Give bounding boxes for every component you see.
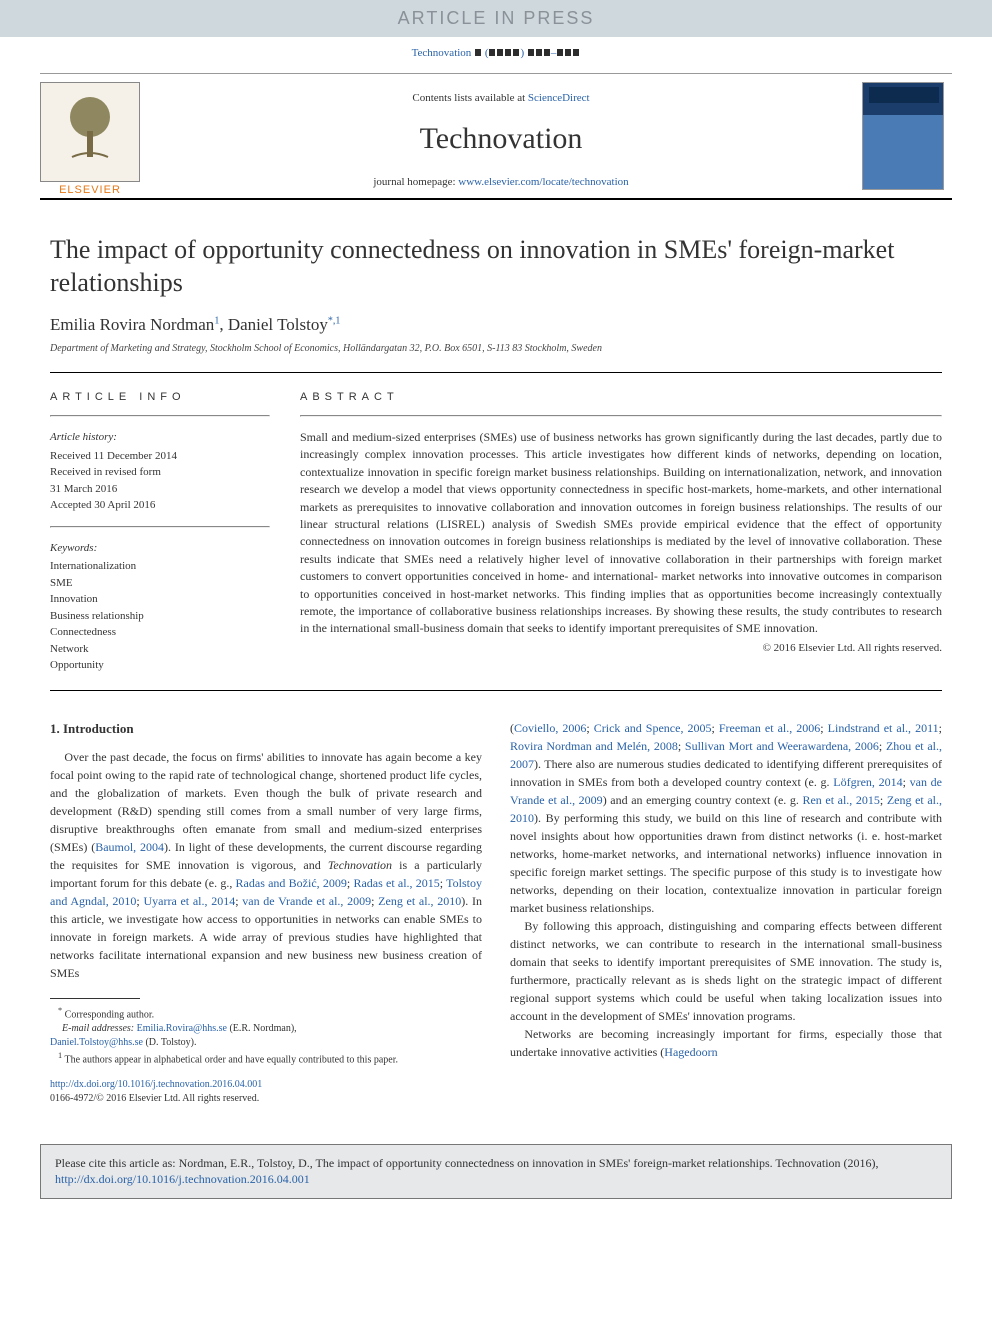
ref-link[interactable]: Sullivan Mort and Weerawardena, 2006 <box>685 739 879 753</box>
abstract-header: ABSTRACT <box>300 391 942 403</box>
section-heading: 1. Introduction <box>50 719 482 739</box>
article-history-label: Article history: <box>50 429 270 446</box>
email-link[interactable]: Daniel.Tolstoy@hhs.se <box>50 1037 143 1048</box>
running-head-citation: Technovation () – <box>0 37 992 73</box>
author-name: Emilia Rovira Nordman <box>50 315 214 334</box>
divider <box>50 372 942 373</box>
masthead: ELSEVIER Contents lists available at Sci… <box>40 73 952 200</box>
keyword: Innovation <box>50 591 270 608</box>
ref-link[interactable]: Uyarra et al., 2014 <box>143 894 235 908</box>
ref-link[interactable]: Crick and Spence, 2005 <box>594 721 712 735</box>
abstract-text: Small and medium-sized enterprises (SMEs… <box>300 429 942 638</box>
journal-homepage-link[interactable]: www.elsevier.com/locate/technovation <box>458 176 628 188</box>
article-info-header: ARTICLE INFO <box>50 391 270 403</box>
sciencedirect-link[interactable]: ScienceDirect <box>528 92 590 104</box>
history-line: 31 March 2016 <box>50 481 270 498</box>
article-title: The impact of opportunity connectedness … <box>50 234 942 299</box>
ref-link[interactable]: Ren et al., 2015 <box>802 793 879 807</box>
author-name: Daniel Tolstoy <box>228 315 328 334</box>
keyword: Business relationship <box>50 608 270 625</box>
keywords-label: Keywords: <box>50 540 270 557</box>
doi-block: http://dx.doi.org/10.1016/j.technovation… <box>50 1078 482 1106</box>
ref-link[interactable]: Radas et al., 2015 <box>353 876 439 890</box>
article-body: 1. Introduction Over the past decade, th… <box>50 719 942 1106</box>
ref-link[interactable]: Löfgren, 2014 <box>833 775 902 789</box>
ref-link[interactable]: Radas and Božić, 2009 <box>236 876 347 890</box>
doi-link[interactable]: http://dx.doi.org/10.1016/j.technovation… <box>50 1079 262 1090</box>
issn-line: 0166-4972/© 2016 Elsevier Ltd. All right… <box>50 1093 259 1104</box>
ref-link[interactable]: Baumol, 2004 <box>95 840 164 854</box>
divider <box>50 526 270 528</box>
history-line: Accepted 30 April 2016 <box>50 497 270 514</box>
ref-link[interactable]: van de Vrande et al., 2009 <box>242 894 371 908</box>
ref-link[interactable]: Rovira Nordman and Melén, 2008 <box>510 739 678 753</box>
abstract-pane: ABSTRACT Small and medium-sized enterpri… <box>300 391 942 674</box>
email-link[interactable]: Emilia.Rovira@hhs.se <box>137 1023 227 1034</box>
ref-link[interactable]: Coviello, 2006 <box>514 721 586 735</box>
abstract-copyright: © 2016 Elsevier Ltd. All rights reserved… <box>300 642 942 654</box>
contents-lists-line: Contents lists available at ScienceDirec… <box>150 92 852 104</box>
ref-link[interactable]: Zeng et al., 2010 <box>378 894 461 908</box>
keyword: Internationalization <box>50 558 270 575</box>
footnote-divider <box>50 998 140 999</box>
banner-article-in-press: ARTICLE IN PRESS <box>0 0 992 37</box>
journal-homepage-line: journal homepage: www.elsevier.com/locat… <box>150 176 852 188</box>
author-mark: *,1 <box>328 315 341 326</box>
divider <box>50 690 942 691</box>
keyword: Opportunity <box>50 657 270 674</box>
ref-link[interactable]: Freeman et al., 2006 <box>719 721 820 735</box>
article-info-pane: ARTICLE INFO Article history: Received 1… <box>50 391 270 674</box>
author-affiliation: Department of Marketing and Strategy, St… <box>50 343 942 354</box>
divider <box>50 415 270 417</box>
please-cite-box: Please cite this article as: Nordman, E.… <box>40 1144 952 1200</box>
publisher-block: ELSEVIER <box>40 74 140 198</box>
ref-link[interactable]: Hagedoorn <box>664 1045 717 1059</box>
divider <box>300 415 942 417</box>
keyword: Network <box>50 641 270 658</box>
keyword: SME <box>50 575 270 592</box>
history-line: Received 11 December 2014 <box>50 448 270 465</box>
keyword: Connectedness <box>50 624 270 641</box>
body-paragraph: By following this approach, distinguishi… <box>510 917 942 1025</box>
ref-link[interactable]: Lindstrand et al., 2011 <box>828 721 939 735</box>
citebox-doi-link[interactable]: http://dx.doi.org/10.1016/j.technovation… <box>55 1172 310 1186</box>
journal-cover-thumb <box>862 74 952 198</box>
elsevier-tree-icon <box>40 82 140 182</box>
journal-title: Technovation <box>150 122 852 156</box>
history-line: Received in revised form <box>50 464 270 481</box>
footnotes: * Corresponding author. E-mail addresses… <box>50 1005 482 1068</box>
author-list: Emilia Rovira Nordman1, Daniel Tolstoy*,… <box>50 315 942 335</box>
running-head-journal[interactable]: Technovation <box>412 47 472 59</box>
publisher-name: ELSEVIER <box>40 182 140 198</box>
